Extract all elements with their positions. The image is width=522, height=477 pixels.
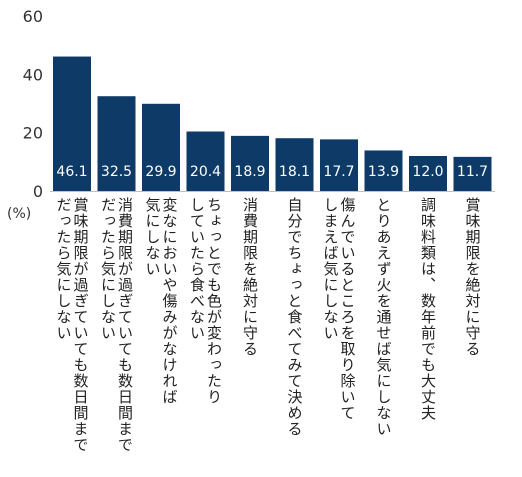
data-label: 17.7 [323, 164, 354, 180]
data-label: 20.4 [190, 164, 221, 180]
unit-label: (%) [7, 206, 31, 222]
data-label: 46.1 [56, 164, 87, 180]
category-label: 賞味期限が過ぎていても数日間まで [72, 197, 90, 453]
bars [53, 56, 492, 191]
bar [409, 156, 447, 191]
category-label: 気にしない [144, 197, 162, 277]
data-label: 12.0 [412, 164, 443, 180]
category-label: 調味料類は、数年前でも大丈夫 [419, 197, 437, 421]
bar [53, 56, 91, 191]
bar [275, 138, 314, 191]
category-label: していたら食べない [188, 197, 206, 341]
data-label: 18.1 [279, 164, 310, 180]
data-label: 32.5 [101, 164, 132, 180]
bar [320, 139, 358, 191]
data-label: 29.9 [145, 164, 176, 180]
y-axis: 0 20 40 60 [23, 7, 495, 201]
bar [231, 135, 269, 191]
category-label: だったら気にしない [55, 197, 73, 341]
bar [453, 156, 492, 191]
data-label: 13.9 [368, 164, 399, 180]
y-tick-label: 60 [23, 7, 43, 26]
category-label: 自分でちょっと食べてみて決める [286, 197, 304, 437]
category-label: 傷んでいるところを取り除いて [339, 197, 357, 421]
category-label: とりあえず火を通せば気にしない [375, 197, 393, 437]
data-labels: 46.1 32.5 29.9 20.4 18.9 18.1 17.7 13.9 12.0 11.7 [56, 164, 488, 180]
bar [186, 131, 225, 191]
data-label: 11.7 [457, 164, 488, 180]
bar [97, 96, 136, 191]
data-label: 18.9 [234, 164, 265, 180]
category-label: 消費期限が過ぎていても数日間まで [116, 197, 134, 453]
y-tick-label: 20 [23, 124, 43, 143]
category-label: だったら気にしない [99, 197, 117, 341]
y-tick-label: 0 [33, 182, 43, 201]
bar [142, 103, 180, 191]
category-label: 変なにおいや傷みがなければ [161, 197, 179, 405]
category-label: 賞味期限を絶対に守る [464, 197, 482, 357]
y-tick-label: 40 [23, 65, 43, 84]
category-label: ちょっとでも色が変わったり [205, 197, 223, 405]
bar [364, 150, 403, 191]
category-label: 消費期限を絶対に守る [241, 197, 259, 357]
category-label: しまえば気にしない [322, 197, 340, 341]
